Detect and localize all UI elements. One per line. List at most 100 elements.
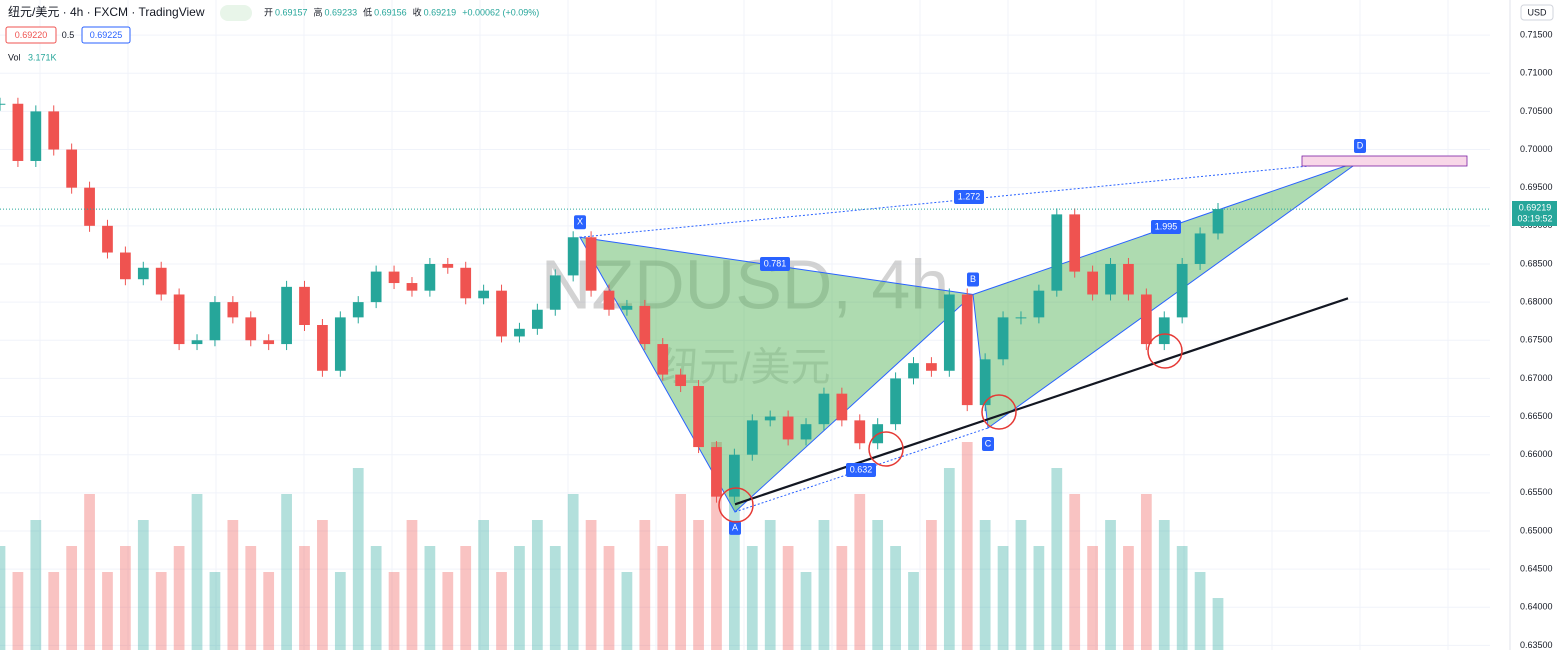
- ratio-label: 1.272: [958, 191, 981, 201]
- candle: [621, 305, 633, 310]
- change: +0.00062 (+0.09%): [462, 7, 539, 17]
- volume-bar: [711, 442, 722, 650]
- ask-box[interactable]: [81, 26, 131, 44]
- ratio-label: 0.781: [764, 258, 787, 268]
- candle: [317, 325, 328, 371]
- candle: [388, 271, 400, 284]
- volume-bar: [1051, 468, 1063, 650]
- volume-bar: [782, 546, 794, 650]
- volume-bar: [84, 494, 95, 650]
- bid-box[interactable]: [5, 26, 57, 44]
- prz-box: [1301, 155, 1468, 167]
- candle: [890, 378, 901, 425]
- volume-bar: [370, 546, 382, 650]
- symbol: 纽元/美元 · 4h · FXCM · TradingView: [8, 5, 205, 19]
- ratio-label: 0.632: [850, 464, 873, 474]
- volume-bar: [890, 546, 901, 650]
- volume-bar: [137, 520, 149, 650]
- candle: [549, 275, 561, 310]
- status-pill: [220, 5, 252, 21]
- volume-bar: [979, 520, 991, 650]
- volume-bar: [66, 546, 78, 650]
- trendline: [734, 297, 1349, 506]
- volume-bar: [943, 468, 955, 650]
- volume-bar: [657, 546, 669, 650]
- ask: 0.69225: [90, 30, 123, 40]
- volume-bar: [442, 572, 454, 650]
- candle: [943, 294, 955, 371]
- ohlc-label: 开: [264, 7, 273, 17]
- candle: [639, 305, 651, 345]
- y-tick-label: 0.65000: [1520, 525, 1553, 535]
- circle: [981, 394, 1017, 430]
- volume-bar: [531, 520, 543, 650]
- candle: [263, 340, 275, 345]
- point-tag: [982, 436, 994, 451]
- candle: [0, 103, 6, 105]
- ratio-tag: [954, 190, 984, 204]
- volume-bar: [460, 546, 472, 650]
- spread: 0.5: [62, 30, 75, 40]
- currency-button[interactable]: [1520, 4, 1554, 21]
- candle: [12, 103, 24, 161]
- ohlc-value: 0.69219: [424, 7, 457, 17]
- y-tick-label: 0.70000: [1520, 144, 1553, 154]
- volume-bar: [639, 520, 651, 650]
- point-tag: [729, 520, 741, 535]
- ratio-tag: [760, 257, 790, 271]
- candle: [406, 283, 418, 291]
- volume-bar: [961, 442, 973, 650]
- pattern-dotted: [579, 160, 1361, 238]
- circle: [718, 487, 754, 523]
- candle: [227, 302, 239, 318]
- candle: [746, 420, 758, 455]
- candle: [173, 294, 185, 345]
- ratio-label: 1.995: [1155, 221, 1178, 231]
- volume-bar: [191, 494, 203, 650]
- candle: [424, 263, 436, 291]
- volume-bar: [209, 572, 221, 650]
- price-tag: [1512, 201, 1557, 226]
- volume-bar: [478, 520, 489, 650]
- volume-bar: [764, 520, 776, 650]
- volume-bar: [120, 546, 131, 650]
- candle: [155, 267, 167, 295]
- ohlc-value: 0.69233: [325, 7, 358, 17]
- candle: [370, 271, 382, 303]
- candle: [693, 386, 704, 448]
- volume-bar: [1176, 546, 1188, 650]
- ohlc-value: 0.69157: [275, 7, 308, 17]
- ratio-tag: [846, 463, 876, 477]
- y-tick-label: 0.68500: [1520, 258, 1553, 268]
- candle: [961, 294, 973, 406]
- vol-value: 3.171K: [28, 52, 57, 62]
- ohlc-label: 收: [413, 6, 422, 17]
- candle: [352, 302, 364, 318]
- candle: [926, 363, 937, 371]
- volume-bar: [155, 572, 167, 650]
- candle: [1087, 271, 1098, 295]
- ohlc-label: 低: [363, 6, 372, 17]
- point-label: B: [970, 274, 976, 284]
- volume-bar: [567, 494, 579, 650]
- volume-bar: [352, 468, 364, 650]
- candle: [245, 317, 257, 341]
- volume-bar: [926, 520, 937, 650]
- volume-bar: [1069, 494, 1081, 650]
- candle: [729, 454, 740, 497]
- candle: [979, 359, 991, 406]
- volume-bar: [1140, 494, 1152, 650]
- candle: [764, 416, 776, 421]
- volume-bar: [872, 520, 884, 650]
- candle: [66, 149, 78, 188]
- candle: [800, 424, 812, 440]
- volume-bar: [245, 546, 257, 650]
- y-tick-label: 0.66000: [1520, 449, 1553, 459]
- y-tick-label: 0.63500: [1520, 640, 1553, 650]
- point-tag: [574, 215, 586, 230]
- candle: [657, 344, 669, 375]
- candle: [531, 309, 543, 329]
- volume-bar: [1123, 546, 1134, 650]
- volume-bar: [514, 546, 525, 650]
- point-label: C: [985, 438, 992, 448]
